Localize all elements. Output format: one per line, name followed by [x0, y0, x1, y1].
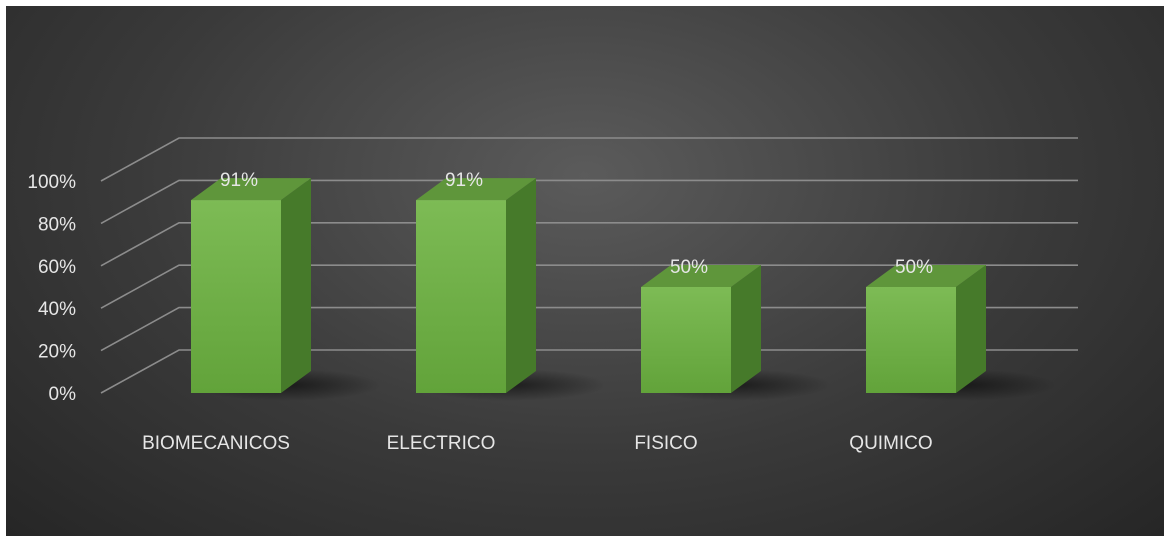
bar-side: [956, 265, 986, 393]
category-label: FISICO: [634, 433, 697, 454]
bar-top: [416, 178, 536, 201]
bar-side: [281, 178, 311, 393]
data-label: 91%: [445, 170, 483, 191]
bar-front: [416, 200, 506, 393]
category-label: QUIMICO: [849, 433, 932, 454]
y-tick-label: 80%: [38, 214, 76, 235]
chart-area: 0% 20% 40% 60% 80% 100% BIOMECANICOS ELECTRICO…: [6, 6, 1164, 536]
bar-side: [506, 178, 536, 393]
gridline: [100, 264, 1078, 309]
data-label: 50%: [895, 257, 933, 278]
data-labels: 91% 91% 50% 50%: [220, 170, 933, 278]
y-tick-label: 60%: [38, 257, 76, 278]
gridlines: [100, 137, 1078, 394]
gridline: [100, 306, 1078, 352]
bar-front: [641, 287, 731, 393]
gridline: [100, 137, 1078, 182]
data-label: 50%: [670, 257, 708, 278]
y-tick-label: 0%: [49, 384, 77, 405]
y-axis-ticks: 0% 20% 40% 60% 80% 100%: [27, 172, 76, 405]
y-tick-label: 20%: [38, 342, 76, 363]
bar: [641, 265, 761, 393]
y-tick-label: 40%: [38, 299, 76, 320]
bar-top: [191, 178, 311, 201]
data-label: 91%: [220, 170, 258, 191]
category-label: ELECTRICO: [387, 433, 496, 454]
bar: [866, 265, 986, 393]
y-tick-label: 100%: [27, 172, 76, 193]
x-axis-categories: BIOMECANICOS ELECTRICO FISICO QUIMICO: [142, 433, 933, 454]
gridline: [100, 222, 1078, 267]
bar-top: [641, 265, 761, 287]
bar-front: [866, 287, 956, 393]
bar-chart: 0% 20% 40% 60% 80% 100% BIOMECANICOS ELECTRICO…: [27, 137, 1078, 454]
category-label: BIOMECANICOS: [142, 433, 290, 454]
gridline: [100, 349, 1078, 394]
bars: [191, 178, 986, 393]
gridline: [100, 179, 1078, 225]
bar-side: [731, 265, 761, 393]
bar: [191, 178, 311, 393]
bar-top: [866, 265, 986, 287]
bar-front: [191, 200, 281, 393]
bar: [416, 178, 536, 393]
